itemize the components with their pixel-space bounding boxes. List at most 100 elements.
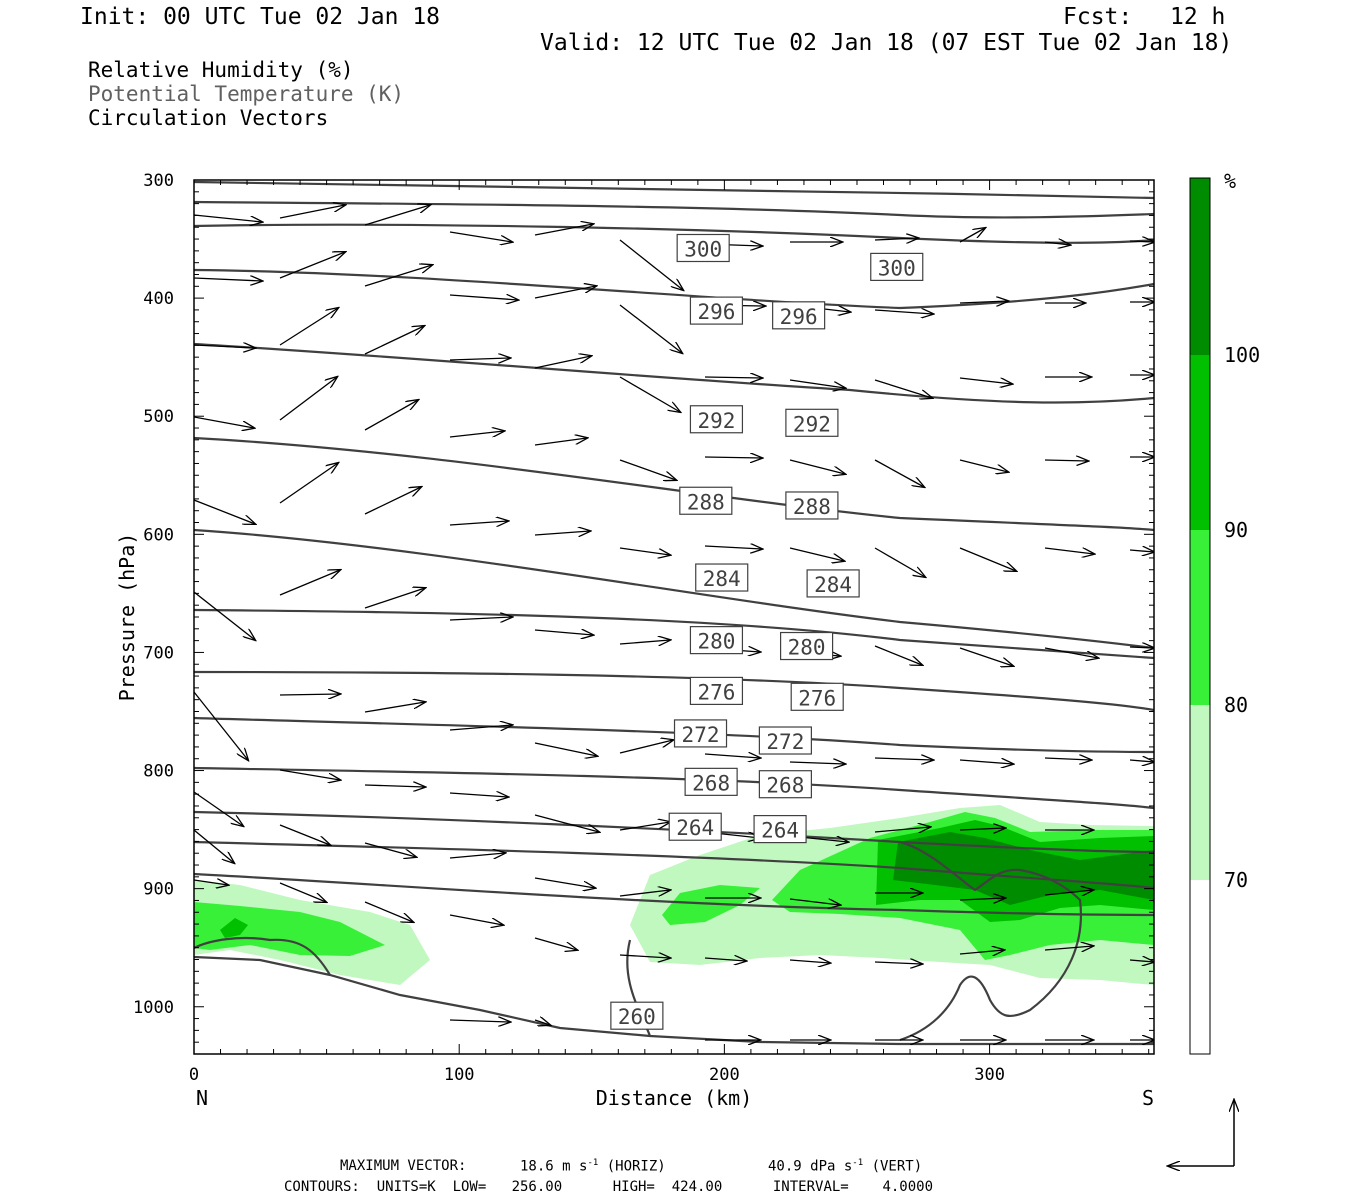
circulation-vector xyxy=(959,459,1008,472)
circulation-vector xyxy=(959,898,1005,900)
circulation-vector xyxy=(874,827,930,832)
circulation-vector xyxy=(364,265,432,287)
circulation-vector xyxy=(534,286,596,299)
colorbar-band-below xyxy=(1190,880,1210,1054)
y-tick-label: 1000 xyxy=(133,998,174,1018)
circulation-vector xyxy=(279,252,345,279)
contour-label-box xyxy=(753,814,807,844)
theta-contour xyxy=(194,436,1154,532)
max-vector-horizontal: 18.6 m s-1 (HORIZ) xyxy=(520,1159,666,1174)
circulation-vector xyxy=(364,588,425,609)
circulation-vector xyxy=(789,459,845,474)
contour-label-box xyxy=(758,770,812,799)
circulation-vector xyxy=(534,877,595,888)
contour-label: 292 xyxy=(785,408,839,437)
x-tick-label: 100 xyxy=(444,1065,475,1085)
colorbar-band-80 xyxy=(1190,530,1210,705)
circulation-vector xyxy=(534,742,597,756)
circulation-vector xyxy=(449,295,518,300)
circulation-vector xyxy=(789,547,844,561)
circulation-vector xyxy=(874,962,922,964)
contour-label-text: 292 xyxy=(697,409,735,433)
contour-label-text: 300 xyxy=(684,238,722,262)
contour-label-box xyxy=(790,682,844,711)
circulation-vector xyxy=(534,630,593,635)
circulation-vector xyxy=(194,791,243,826)
circulation-vector xyxy=(449,617,512,620)
contour-label: 296 xyxy=(772,301,826,330)
circulation-vector xyxy=(874,310,933,314)
circulation-vector xyxy=(704,546,762,549)
circulation-vector xyxy=(279,882,326,902)
valid-time: Valid: 12 UTC Tue 02 Jan 18 (07 EST Tue … xyxy=(540,30,1233,56)
contour-label-text: 296 xyxy=(697,300,735,324)
circulation-vector xyxy=(619,376,680,412)
circulation-vector xyxy=(789,898,840,905)
contour-label-text: 284 xyxy=(814,573,852,597)
contour-label: 272 xyxy=(758,726,812,755)
circulation-vector xyxy=(789,960,830,963)
circulation-vector xyxy=(789,762,845,764)
tick-labels: 300 400 500 600 700 800 900 1000 0 100 200 300 xyxy=(133,171,1005,1085)
circulation-vector xyxy=(194,591,255,640)
y-tick-label: 700 xyxy=(143,643,174,663)
circulation-vector xyxy=(279,570,340,596)
contour-label: 288 xyxy=(679,486,733,515)
circulation-vector xyxy=(619,955,670,958)
colorbar-label: 80 xyxy=(1224,693,1248,717)
contour-label-box xyxy=(676,233,730,263)
circulation-vector xyxy=(449,1020,510,1022)
theta-contour xyxy=(194,608,1154,660)
contour-label-box xyxy=(779,631,834,661)
circulation-vector xyxy=(874,758,933,760)
circulation-vector xyxy=(1044,547,1094,554)
circulation-vector xyxy=(619,304,682,353)
circulation-vector xyxy=(1044,946,1093,950)
contour-label-box xyxy=(785,491,839,520)
contour-label-text: 280 xyxy=(788,636,826,660)
colorbar-label: 70 xyxy=(1224,868,1248,892)
circulation-vector xyxy=(619,459,676,480)
colorbar: % 70 80 90 100 xyxy=(1189,169,1260,1055)
circulation-vector xyxy=(194,416,254,428)
circulation-vector xyxy=(1129,647,1154,648)
circulation-vector xyxy=(194,278,262,281)
contour-label-text: 276 xyxy=(798,686,836,710)
circulation-vector xyxy=(534,224,593,236)
circulation-vector xyxy=(364,326,424,355)
theta-contour xyxy=(194,528,1154,650)
circulation-vector xyxy=(874,238,918,240)
circulation-vector xyxy=(449,358,510,360)
init-time: Init: 00 UTC Tue 02 Jan 18 xyxy=(80,4,441,30)
contour-label: 288 xyxy=(785,491,839,520)
circulation-vector xyxy=(704,958,746,961)
circulation-vector xyxy=(364,702,425,713)
x-end-label-north: N xyxy=(196,1086,208,1110)
x-end-label-south: S xyxy=(1142,1086,1154,1110)
rh-80-region-north xyxy=(194,902,385,956)
y-tick-label: 300 xyxy=(143,171,174,191)
circulation-vector xyxy=(534,1020,550,1025)
theta-contour xyxy=(194,180,1154,200)
circulation-vector xyxy=(619,640,670,644)
colorbar-unit: % xyxy=(1224,169,1236,193)
circulation-vector xyxy=(449,725,512,730)
circulation-vector xyxy=(364,842,416,857)
circulation-vector xyxy=(534,937,577,950)
circulation-vector xyxy=(449,853,505,858)
circulation-vector xyxy=(534,438,587,446)
exponent: -1 xyxy=(587,1158,599,1168)
rh-80-region-south xyxy=(662,885,760,925)
contour-label-text: 272 xyxy=(766,730,804,754)
contour-label: 300 xyxy=(676,233,730,263)
circulation-vector xyxy=(1044,460,1088,461)
contour-label-box xyxy=(772,301,826,330)
x-tick-label: 0 xyxy=(189,1065,199,1085)
contour-label: 264 xyxy=(753,814,807,844)
contour-label-box xyxy=(689,676,744,706)
circulation-vector xyxy=(1044,242,1070,245)
contour-label: 284 xyxy=(806,569,860,598)
contour-label: 284 xyxy=(695,563,749,592)
theta-contour xyxy=(194,670,1154,712)
